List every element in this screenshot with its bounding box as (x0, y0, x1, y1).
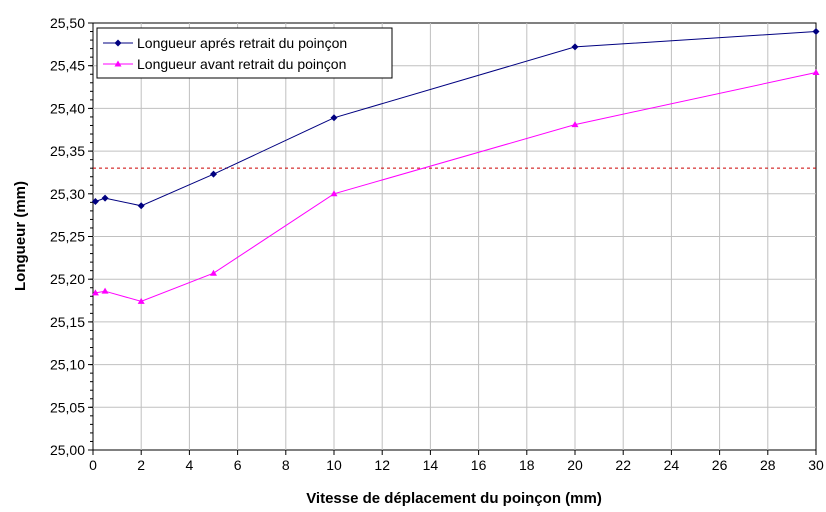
gridlines (93, 23, 816, 450)
x-tick-label: 4 (186, 457, 194, 473)
y-tick-label: 25,15 (50, 314, 85, 330)
legend-box (96, 27, 393, 79)
y-tick-label: 25,25 (50, 229, 85, 245)
legend-marker-after (114, 39, 122, 47)
data-point-1 (137, 202, 145, 210)
data-point-2 (571, 121, 579, 128)
x-tick-label: 0 (89, 457, 97, 473)
y-tick-label: 25,20 (50, 271, 85, 287)
legend-label-before: Longueur avant retrait du poinçon (137, 56, 346, 72)
x-tick-label: 18 (519, 457, 535, 473)
axes (88, 22, 817, 455)
data-point-2 (137, 297, 145, 304)
data-point-2 (101, 287, 109, 294)
data-point-1 (91, 197, 99, 205)
data-point-1 (101, 194, 109, 202)
y-axis-title: Longueur (mm) (12, 181, 29, 291)
x-tick-label: 26 (712, 457, 728, 473)
y-tick-label: 25,45 (50, 58, 85, 74)
y-tick-label: 25,35 (50, 143, 85, 159)
series-group (91, 28, 820, 304)
y-tick-label: 25,00 (50, 442, 85, 458)
y-tick-label: 25,40 (50, 100, 85, 116)
x-tick-label: 22 (615, 457, 631, 473)
tick-labels: 0 2 4 6 8 10 12 14 16 18 20 22 24 26 28 3025,0025,0525,… (50, 15, 824, 473)
data-point-2 (91, 289, 99, 296)
data-point-2 (812, 69, 820, 76)
x-tick-label: 16 (471, 457, 487, 473)
x-tick-label: 20 (567, 457, 583, 473)
x-tick-label: 24 (664, 457, 680, 473)
y-tick-label: 25,10 (50, 357, 85, 373)
data-point-1 (571, 43, 579, 51)
legend: Longueur aprés retrait du poinçon Longue… (96, 27, 393, 79)
data-point-2 (330, 190, 338, 197)
x-tick-label: 8 (282, 457, 290, 473)
data-point-1 (812, 28, 820, 36)
x-tick-label: 12 (374, 457, 390, 473)
legend-label-after: Longueur aprés retrait du poinçon (137, 35, 347, 51)
x-tick-label: 14 (423, 457, 439, 473)
data-point-1 (330, 114, 338, 122)
data-point-2 (210, 269, 217, 276)
y-tick-label: 25,50 (50, 15, 85, 31)
x-tick-label: 6 (234, 457, 242, 473)
x-tick-label: 10 (326, 457, 342, 473)
x-tick-label: 2 (137, 457, 145, 473)
x-tick-label: 30 (808, 457, 824, 473)
y-tick-label: 25,05 (50, 399, 85, 415)
legend-marker-before (114, 60, 122, 67)
x-axis-title: Vitesse de déplacement du poinçon (mm) (306, 490, 602, 507)
y-tick-label: 25,30 (50, 186, 85, 202)
data-point-1 (210, 170, 217, 178)
x-tick-label: 28 (760, 457, 776, 473)
